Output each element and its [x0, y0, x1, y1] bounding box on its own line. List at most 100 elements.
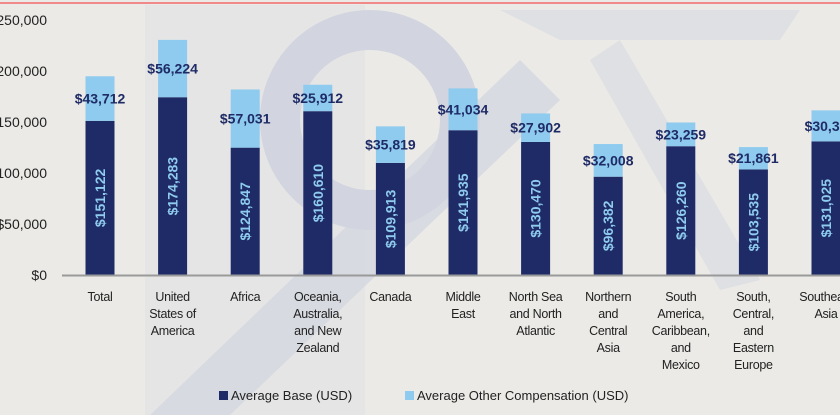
category-label-line: Asia [597, 341, 620, 355]
other-value-label: $21,861 [728, 150, 779, 166]
bar-other [158, 39, 188, 98]
x-category-label: Southeast Asia [799, 290, 840, 321]
other-value-label: $41,034 [438, 101, 489, 117]
legend: Average Base (USD) Average Other Compensa… [219, 388, 628, 403]
category-label-line: and New [294, 324, 343, 338]
x-category-label: United States of America [149, 290, 196, 338]
x-category-label: North Sea and North Atlantic [509, 290, 563, 338]
category-label-line: Northern [585, 290, 632, 304]
category-label-line: States of [149, 307, 196, 321]
bars: $43,712 $151,122 $56,224 $174,283 $57,031 $12… [75, 39, 840, 276]
base-value-label: $126,260 [673, 181, 689, 240]
bar-group: $56,224 $174,283 [147, 39, 198, 275]
other-value-label: $57,031 [220, 111, 271, 127]
category-label-line: Total [88, 290, 113, 304]
bar-group: $57,031 $124,847 [220, 89, 271, 275]
legend-swatch-base [219, 391, 228, 400]
bar-other [811, 110, 840, 142]
category-label-line: America, [657, 307, 704, 321]
y-tick-label: $200,000 [0, 63, 47, 79]
y-tick-label: $50,000 [0, 216, 47, 232]
y-tick-label: $0 [31, 267, 47, 283]
bar-base [738, 169, 768, 275]
other-value-label: $25,912 [292, 90, 343, 106]
other-value-label: $27,902 [510, 120, 561, 136]
bar-group: $25,912 $160,610 [292, 84, 343, 276]
bar-other [303, 84, 333, 112]
bar-other [521, 113, 551, 142]
bar-base [303, 111, 333, 276]
bar-group: $30,37 $131,025 [805, 110, 840, 275]
other-value-label: $43,712 [75, 91, 126, 107]
x-category-label: South, Central, and Eastern Europe [733, 290, 775, 372]
base-value-label: $103,535 [745, 193, 761, 252]
category-label-line: East [451, 307, 476, 321]
category-label-line: Caribbean, [652, 324, 710, 338]
base-value-label: $160,610 [310, 164, 326, 223]
category-label-line: Africa [230, 290, 261, 304]
top-accent-line [0, 2, 840, 4]
base-value-label: $174,283 [165, 157, 181, 216]
category-label-line: Canada [369, 290, 411, 304]
y-tick-label: $150,000 [0, 114, 47, 130]
bar-group: $23,259 $126,260 [655, 122, 706, 275]
bar-base [521, 141, 551, 275]
base-value-label: $124,847 [237, 182, 253, 241]
x-category-label: Africa [230, 290, 261, 304]
base-value-label: $131,025 [818, 179, 834, 238]
category-label-line: Central, [733, 307, 774, 321]
x-category-label: South America, Caribbean, and Mexico [652, 290, 710, 372]
category-label-line: Central [589, 324, 627, 338]
x-category-label: Northern and Central Asia [585, 290, 632, 355]
bar-other [375, 126, 405, 163]
category-label-line: and [671, 341, 691, 355]
legend-swatch-other [405, 391, 414, 400]
bar-base [448, 130, 478, 275]
category-label-line: Southeast [799, 290, 840, 304]
x-category-label: Total [88, 290, 113, 304]
base-value-label: $130,470 [528, 179, 544, 238]
bar-group: $27,902 $130,470 [510, 113, 561, 275]
category-label-line: Atlantic [516, 324, 555, 338]
legend-label-other: Average Other Compensation (USD) [417, 388, 628, 403]
category-label-line: Mexico [662, 358, 700, 372]
bar-group: $32,008 $96,382 [583, 144, 634, 275]
category-label-line: Zealand [296, 341, 339, 355]
x-category-label: Oceania, Australia, and New Zealand [293, 290, 342, 355]
bar-group: $35,819 $109,913 [365, 126, 416, 275]
legend-label-base: Average Base (USD) [231, 388, 352, 403]
category-label-line: and [598, 307, 618, 321]
bar-other [593, 144, 623, 177]
category-label-line: North Sea [509, 290, 563, 304]
category-label-line: Middle [445, 290, 480, 304]
base-value-label: $109,913 [382, 190, 398, 249]
bar-other [738, 147, 768, 170]
x-category-label: Middle East [445, 290, 480, 321]
bar-group: $43,712 $151,122 [75, 76, 126, 275]
base-value-label: $151,122 [92, 169, 108, 228]
category-label-line: Asia [814, 307, 837, 321]
y-axis: $0 $50,000 $100,000 $150,000 $200,000 $250,00… [0, 12, 47, 283]
category-label-line: and [743, 324, 763, 338]
category-label-line: Europe [734, 358, 773, 372]
y-tick-label: $100,000 [0, 165, 47, 181]
base-value-label: $96,382 [600, 200, 616, 251]
other-value-label: $56,224 [147, 61, 198, 77]
y-tick-label: $250,000 [0, 12, 47, 28]
bar-base [158, 97, 188, 275]
bar-other [230, 89, 260, 148]
category-label-line: Eastern [733, 341, 774, 355]
base-value-label: $141,935 [455, 173, 471, 232]
other-value-label: $30,37 [805, 118, 840, 134]
bar-base [375, 162, 405, 275]
category-label-line: and North [509, 307, 562, 321]
bar-base [230, 147, 260, 275]
bar-base [593, 176, 623, 275]
bar-group: $41,034 $141,935 [438, 88, 489, 275]
bar-base [85, 120, 115, 275]
bar-other [85, 76, 115, 121]
category-label-line: Oceania, [294, 290, 342, 304]
x-category-label: Canada [369, 290, 411, 304]
bar-base [811, 141, 840, 275]
x-axis: Total United States of America Africa Oceania… [88, 290, 840, 372]
